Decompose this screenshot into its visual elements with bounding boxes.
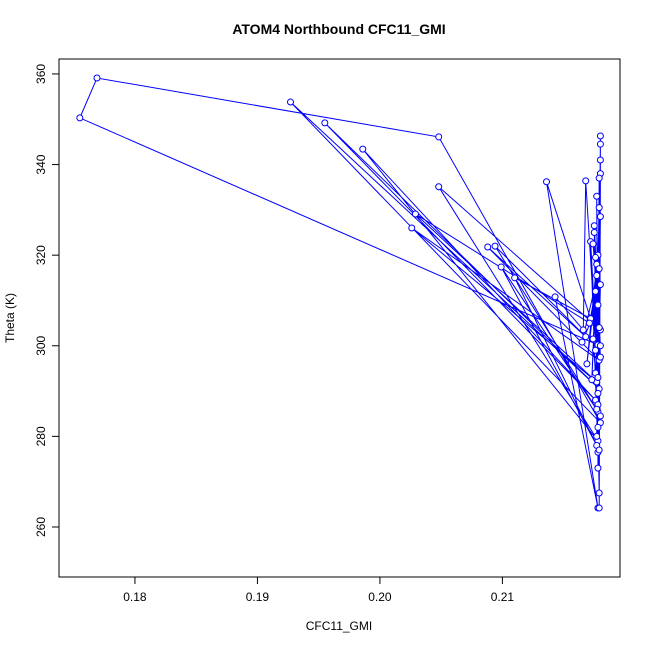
data-point bbox=[596, 281, 604, 289]
x-axis-label: CFC11_GMI bbox=[306, 619, 372, 633]
data-point bbox=[497, 263, 505, 271]
data-point bbox=[589, 240, 597, 248]
x-tick-label: 0.19 bbox=[246, 590, 270, 604]
data-point bbox=[359, 145, 367, 153]
data-point bbox=[594, 301, 602, 309]
data-point bbox=[595, 324, 603, 332]
chart-title: ATOM4 Northbound CFC11_GMI bbox=[232, 21, 445, 37]
y-tick-label: 260 bbox=[34, 517, 48, 537]
data-point bbox=[596, 353, 604, 361]
y-tick-label: 280 bbox=[34, 426, 48, 446]
data-point bbox=[590, 222, 598, 230]
data-point bbox=[582, 333, 590, 341]
data-point bbox=[491, 242, 499, 250]
data-point bbox=[588, 376, 596, 384]
data-point bbox=[594, 373, 602, 381]
data-point bbox=[593, 272, 601, 280]
y-tick-label: 300 bbox=[34, 335, 48, 355]
x-tick-label: 0.18 bbox=[123, 590, 147, 604]
data-point bbox=[594, 423, 602, 431]
y-tick-label: 340 bbox=[34, 154, 48, 174]
y-tick-label: 320 bbox=[34, 245, 48, 265]
data-point bbox=[595, 504, 603, 512]
data-point bbox=[596, 156, 604, 164]
data-point bbox=[590, 229, 598, 237]
data-point bbox=[585, 319, 593, 327]
data-line bbox=[79, 77, 601, 509]
y-tick-label: 360 bbox=[34, 64, 48, 84]
data-point bbox=[551, 293, 559, 301]
data-point bbox=[582, 177, 590, 185]
data-point bbox=[408, 224, 416, 232]
data-point bbox=[595, 174, 603, 182]
data-point bbox=[596, 342, 604, 350]
data-point bbox=[511, 274, 519, 282]
data-point bbox=[583, 360, 591, 368]
data-point bbox=[594, 464, 602, 472]
data-point bbox=[589, 335, 597, 343]
data-point bbox=[579, 326, 587, 334]
data-point bbox=[592, 287, 600, 295]
data-point bbox=[543, 178, 551, 186]
data-point bbox=[592, 346, 600, 354]
data-point bbox=[321, 119, 329, 127]
data-point bbox=[596, 140, 604, 148]
data-point bbox=[595, 265, 603, 273]
data-point bbox=[593, 432, 601, 440]
data-point bbox=[595, 446, 603, 454]
data-point bbox=[594, 389, 602, 397]
plot-frame bbox=[58, 58, 621, 578]
data-point bbox=[596, 412, 604, 420]
data-point bbox=[411, 210, 419, 218]
data-point bbox=[593, 405, 601, 413]
x-tick-label: 0.21 bbox=[491, 590, 515, 604]
data-point bbox=[435, 133, 443, 141]
data-point bbox=[435, 183, 443, 191]
data-point bbox=[592, 253, 600, 261]
data-point bbox=[93, 74, 101, 82]
data-point bbox=[596, 213, 604, 221]
data-point bbox=[76, 114, 84, 122]
data-point bbox=[578, 338, 586, 346]
data-point bbox=[287, 98, 295, 106]
data-point bbox=[595, 204, 603, 212]
data-point bbox=[596, 132, 604, 140]
data-point bbox=[484, 243, 492, 251]
data-point bbox=[593, 192, 601, 200]
y-axis-label: Theta (K) bbox=[3, 293, 17, 343]
data-point bbox=[595, 489, 603, 497]
x-tick-label: 0.20 bbox=[368, 590, 392, 604]
